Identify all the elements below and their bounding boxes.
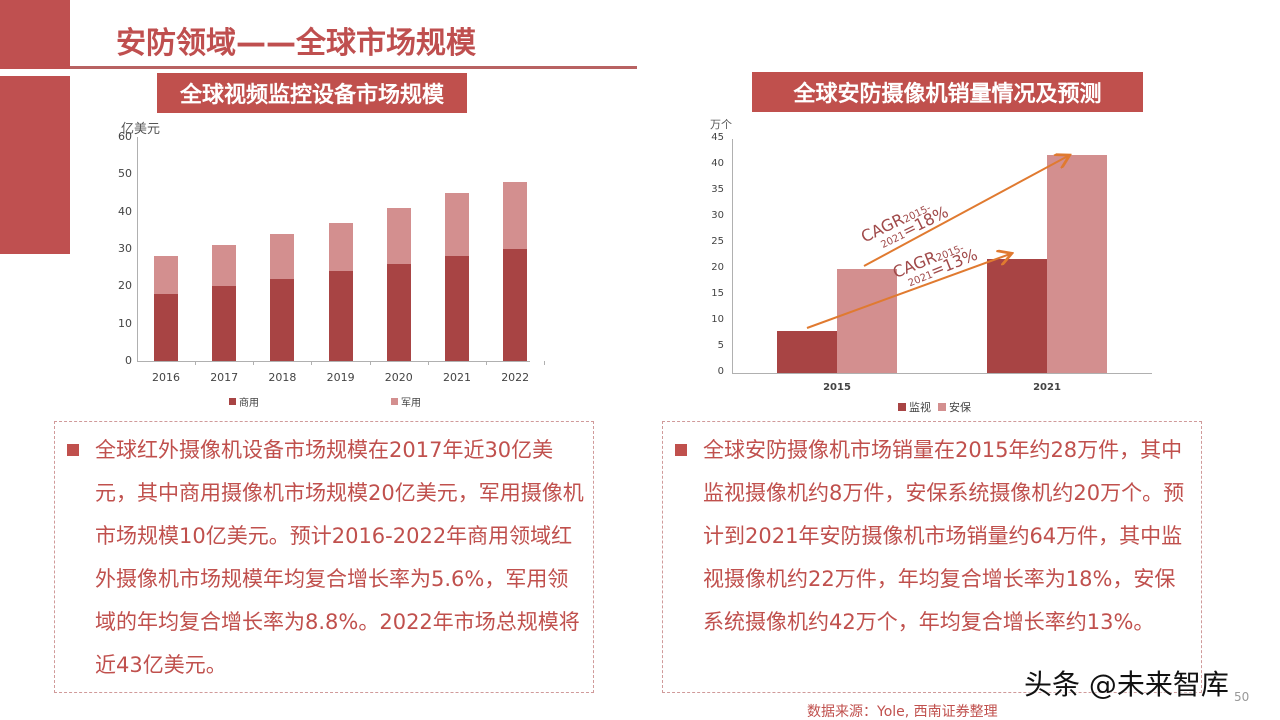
right-chart-legend-item-security: 安保 (938, 399, 971, 415)
legend-label: 商用 (239, 398, 259, 409)
y-tick-label: 20 (711, 262, 724, 273)
x-tick-label: 2018 (268, 371, 297, 384)
y-tick-label: 10 (118, 316, 132, 330)
bar-commercial (270, 278, 295, 361)
left-chart-y-axis (137, 137, 138, 362)
y-tick-label: 30 (711, 210, 724, 221)
legend-label: 军用 (401, 398, 421, 409)
x-tick-mark (311, 361, 313, 365)
x-tick-label: 2021 (443, 371, 471, 384)
left-chart-x-axis (137, 361, 530, 362)
y-tick-label: 15 (711, 288, 724, 299)
x-tick-label: 2019 (326, 371, 355, 384)
bar-military (212, 245, 237, 287)
bar-commercial (328, 271, 353, 361)
title-divider (70, 66, 637, 69)
y-tick-label: 20 (118, 279, 132, 293)
page-number: 50 (1234, 690, 1250, 704)
legend-label: 安保 (949, 401, 971, 414)
right-chart-y-axis (732, 139, 733, 374)
cagr-arrows (806, 0, 1280, 329)
y-tick-label: 30 (118, 242, 132, 255)
left-chart-unit-label: 亿美元 (121, 122, 161, 137)
bar-military (270, 234, 295, 279)
y-tick-label: 40 (118, 204, 132, 218)
x-tick-mark (253, 361, 255, 365)
bullet-square-icon (67, 444, 79, 456)
y-tick-label: 50 (118, 167, 132, 181)
x-tick-mark (195, 361, 196, 365)
bar-military (154, 256, 178, 294)
x-tick-mark (369, 361, 371, 365)
y-tick-label: 45 (711, 132, 724, 143)
legend-swatch (938, 403, 946, 411)
x-tick-label: 2022 (501, 371, 530, 384)
right-chart-legend-item-surveillance: 监视 (898, 399, 931, 415)
watermark: 头条 @未来智库 (1024, 668, 1229, 701)
left-chart-legend-item-commercial: 商用 (229, 394, 259, 409)
y-tick-label: 0 (125, 354, 132, 367)
x-tick-label: 2017 (210, 371, 239, 384)
legend-label: 监视 (909, 401, 931, 414)
decorative-red-block-side (0, 76, 70, 254)
legend-swatch (898, 403, 906, 411)
bar-commercial (154, 293, 178, 361)
left-chart-banner: 全球视频监控设备市场规模 (157, 73, 467, 113)
data-source-note: 数据来源：Yole, 西南证券整理 (807, 704, 998, 720)
y-tick-label: 60 (118, 130, 132, 143)
cagr-arrow-18 (863, 156, 1068, 267)
bar-surveillance (987, 258, 1047, 373)
y-tick-label: 35 (711, 184, 724, 195)
bar-commercial (386, 263, 411, 361)
bar-security (1047, 154, 1107, 373)
cagr-arrow-13 (806, 254, 1010, 329)
right-summary-text: 全球安防摄像机市场销量在2015年约28万件，其中监视摄像机约8万件，安保系统摄… (703, 438, 1185, 634)
bar-military (503, 181, 528, 249)
y-tick-label: 0 (717, 366, 724, 377)
x-tick-label: 2015 (823, 382, 851, 393)
x-tick-label: 2016 (152, 371, 180, 384)
bar-commercial (503, 249, 528, 361)
legend-swatch (391, 398, 398, 405)
legend-swatch (229, 398, 236, 405)
bar-military (386, 207, 411, 264)
right-chart-x-axis (732, 373, 1152, 374)
y-tick-label: 40 (711, 158, 724, 169)
bar-commercial (445, 256, 469, 361)
x-tick-mark (544, 361, 546, 365)
bar-surveillance (777, 331, 837, 373)
decorative-red-block-top (0, 0, 70, 69)
market-size-stacked-bar-chart: 亿美元 0 10 20 30 40 50 60 2016 2017 2018 2019 2020 20… (0, 0, 640, 420)
bar-security (837, 269, 897, 373)
x-tick-mark (486, 361, 487, 365)
x-tick-label: 2020 (384, 371, 413, 384)
y-tick-label: 5 (717, 340, 724, 351)
y-tick-label: 10 (711, 314, 724, 325)
page-title: 安防领域——全球市场规模 (116, 26, 476, 61)
bar-military (445, 193, 469, 257)
right-chart-unit-label: 万个 (710, 118, 732, 131)
y-tick-label: 25 (711, 236, 724, 247)
right-summary-box: 全球安防摄像机市场销量在2015年约28万件，其中监视摄像机约8万件，安保系统摄… (662, 421, 1202, 693)
left-chart-legend-item-military: 军用 (391, 394, 421, 409)
bar-commercial (212, 286, 237, 361)
right-chart-banner: 全球安防摄像机销量情况及预测 (752, 72, 1143, 112)
bar-military (328, 222, 353, 272)
camera-sales-bar-chart: 万个 0 5 10 15 20 25 30 35 40 45 2015 2021 CAGR2015-… (710, 0, 1280, 415)
bullet-square-icon (675, 444, 687, 456)
x-tick-label: 2021 (1033, 382, 1061, 393)
left-summary-text: 全球红外摄像机设备市场规模在2017年近30亿美元，其中商用摄像机市场规模20亿… (95, 438, 584, 677)
left-summary-box: 全球红外摄像机设备市场规模在2017年近30亿美元，其中商用摄像机市场规模20亿… (54, 421, 594, 693)
x-tick-mark (427, 361, 429, 365)
